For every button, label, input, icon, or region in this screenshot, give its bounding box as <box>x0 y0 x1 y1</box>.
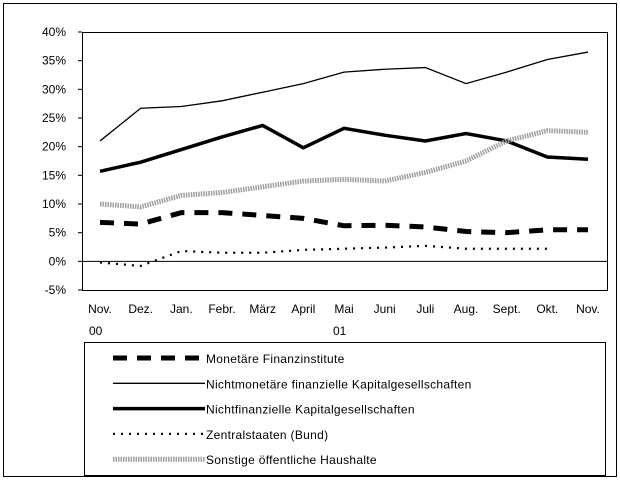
plot-frame <box>82 32 608 291</box>
x-tick-label: Jan. <box>170 302 193 316</box>
y-tick-label: 10% <box>42 197 66 211</box>
x-tick-label: Juni <box>374 302 396 316</box>
y-tick-label: 40% <box>42 25 66 39</box>
x-tick-label: Sept. <box>493 302 521 316</box>
y-tick-label: 35% <box>42 54 66 68</box>
y-tick-label: -5% <box>45 283 67 297</box>
series-line <box>99 51 589 142</box>
legend-label: Zentralstaaten (Bund) <box>206 428 328 442</box>
x-tick-label: Juli <box>416 302 434 316</box>
x-tick-label: Mai 01 <box>333 302 354 338</box>
y-tick-label: 5% <box>49 226 67 240</box>
legend-label: Nichtmonetäre finanzielle Kapitalgesells… <box>206 377 472 391</box>
legend-label: Sonstige öffentliche Haushalte <box>206 453 377 467</box>
legend-label: Monetäre Finanzinstitute <box>206 352 345 366</box>
y-tick-label: 15% <box>42 168 66 182</box>
x-tick-label: April <box>291 302 315 316</box>
x-tick-label: Dez. <box>128 302 153 316</box>
legend-label: Nichtfinanzielle Kapitalgesellschaften <box>206 403 415 417</box>
x-tick-label: Aug. <box>454 302 479 316</box>
y-tick-label: 0% <box>49 254 67 268</box>
x-tick-label: Nov. 00 <box>88 302 112 338</box>
x-tick-label: März <box>249 302 276 316</box>
series-line <box>99 128 589 210</box>
y-tick-label: 25% <box>42 111 66 125</box>
x-tick-label: Febr. <box>208 302 235 316</box>
y-tick-label: 20% <box>42 140 66 154</box>
y-tick-label: 30% <box>42 82 66 96</box>
series-line <box>99 210 588 236</box>
x-tick-label: Nov. <box>576 302 600 316</box>
x-tick-label: Okt. <box>536 302 558 316</box>
